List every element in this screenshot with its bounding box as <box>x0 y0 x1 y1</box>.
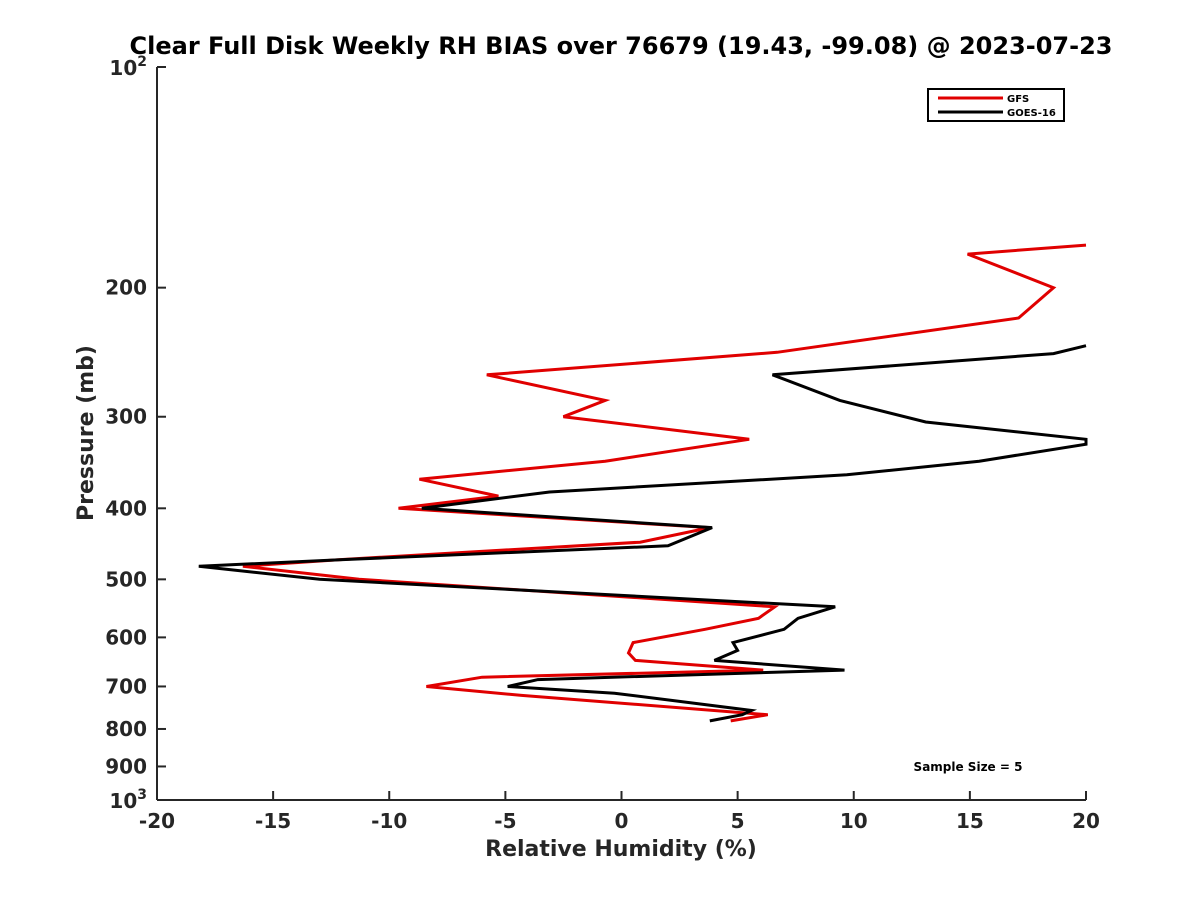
sample-size-annotation: Sample Size = 5 <box>914 760 1023 774</box>
x-tick-label: 0 <box>615 809 629 833</box>
y-tick-label: 300 <box>105 405 147 429</box>
y-axis-label: Pressure (mb) <box>74 345 99 521</box>
legend-box <box>927 88 1065 122</box>
x-tick-label: 15 <box>956 809 984 833</box>
x-tick-label: 20 <box>1072 809 1100 833</box>
legend-entry-label: GOES-16 <box>1007 108 1056 119</box>
chart-title: Clear Full Disk Weekly RH BIAS over 7667… <box>130 32 1113 60</box>
series-line-gfs <box>242 243 1087 723</box>
y-tick-label: 103 <box>109 787 147 813</box>
y-tick-label: 600 <box>105 625 147 649</box>
y-tick-label: 400 <box>105 496 147 520</box>
x-tick-label: 10 <box>840 809 868 833</box>
y-tick-label: 700 <box>105 674 147 698</box>
x-axis-label: Relative Humidity (%) <box>485 837 757 862</box>
y-tick-label: 200 <box>105 276 147 300</box>
y-tick-label: 102 <box>109 54 147 80</box>
x-tick-label: -5 <box>494 809 516 833</box>
legend-entry-label: GFS <box>1007 94 1029 105</box>
x-tick-label: -10 <box>371 809 407 833</box>
y-tick-label: 800 <box>105 717 147 741</box>
legend: GFS GOES-16 <box>927 88 1065 122</box>
x-tick-label: -15 <box>255 809 291 833</box>
series-group <box>198 243 1088 723</box>
x-tick-label: -20 <box>139 809 175 833</box>
series-line-goes-16 <box>198 344 1088 723</box>
x-tick-label: 5 <box>731 809 745 833</box>
y-axis-ticks: 200 300 400 500 600 700 800 900 102 103 <box>105 54 166 813</box>
y-tick-label: 500 <box>105 567 147 591</box>
y-tick-label: 900 <box>105 754 147 778</box>
x-axis-ticks: -20 -15 -10 -5 0 5 10 15 20 <box>139 791 1100 833</box>
